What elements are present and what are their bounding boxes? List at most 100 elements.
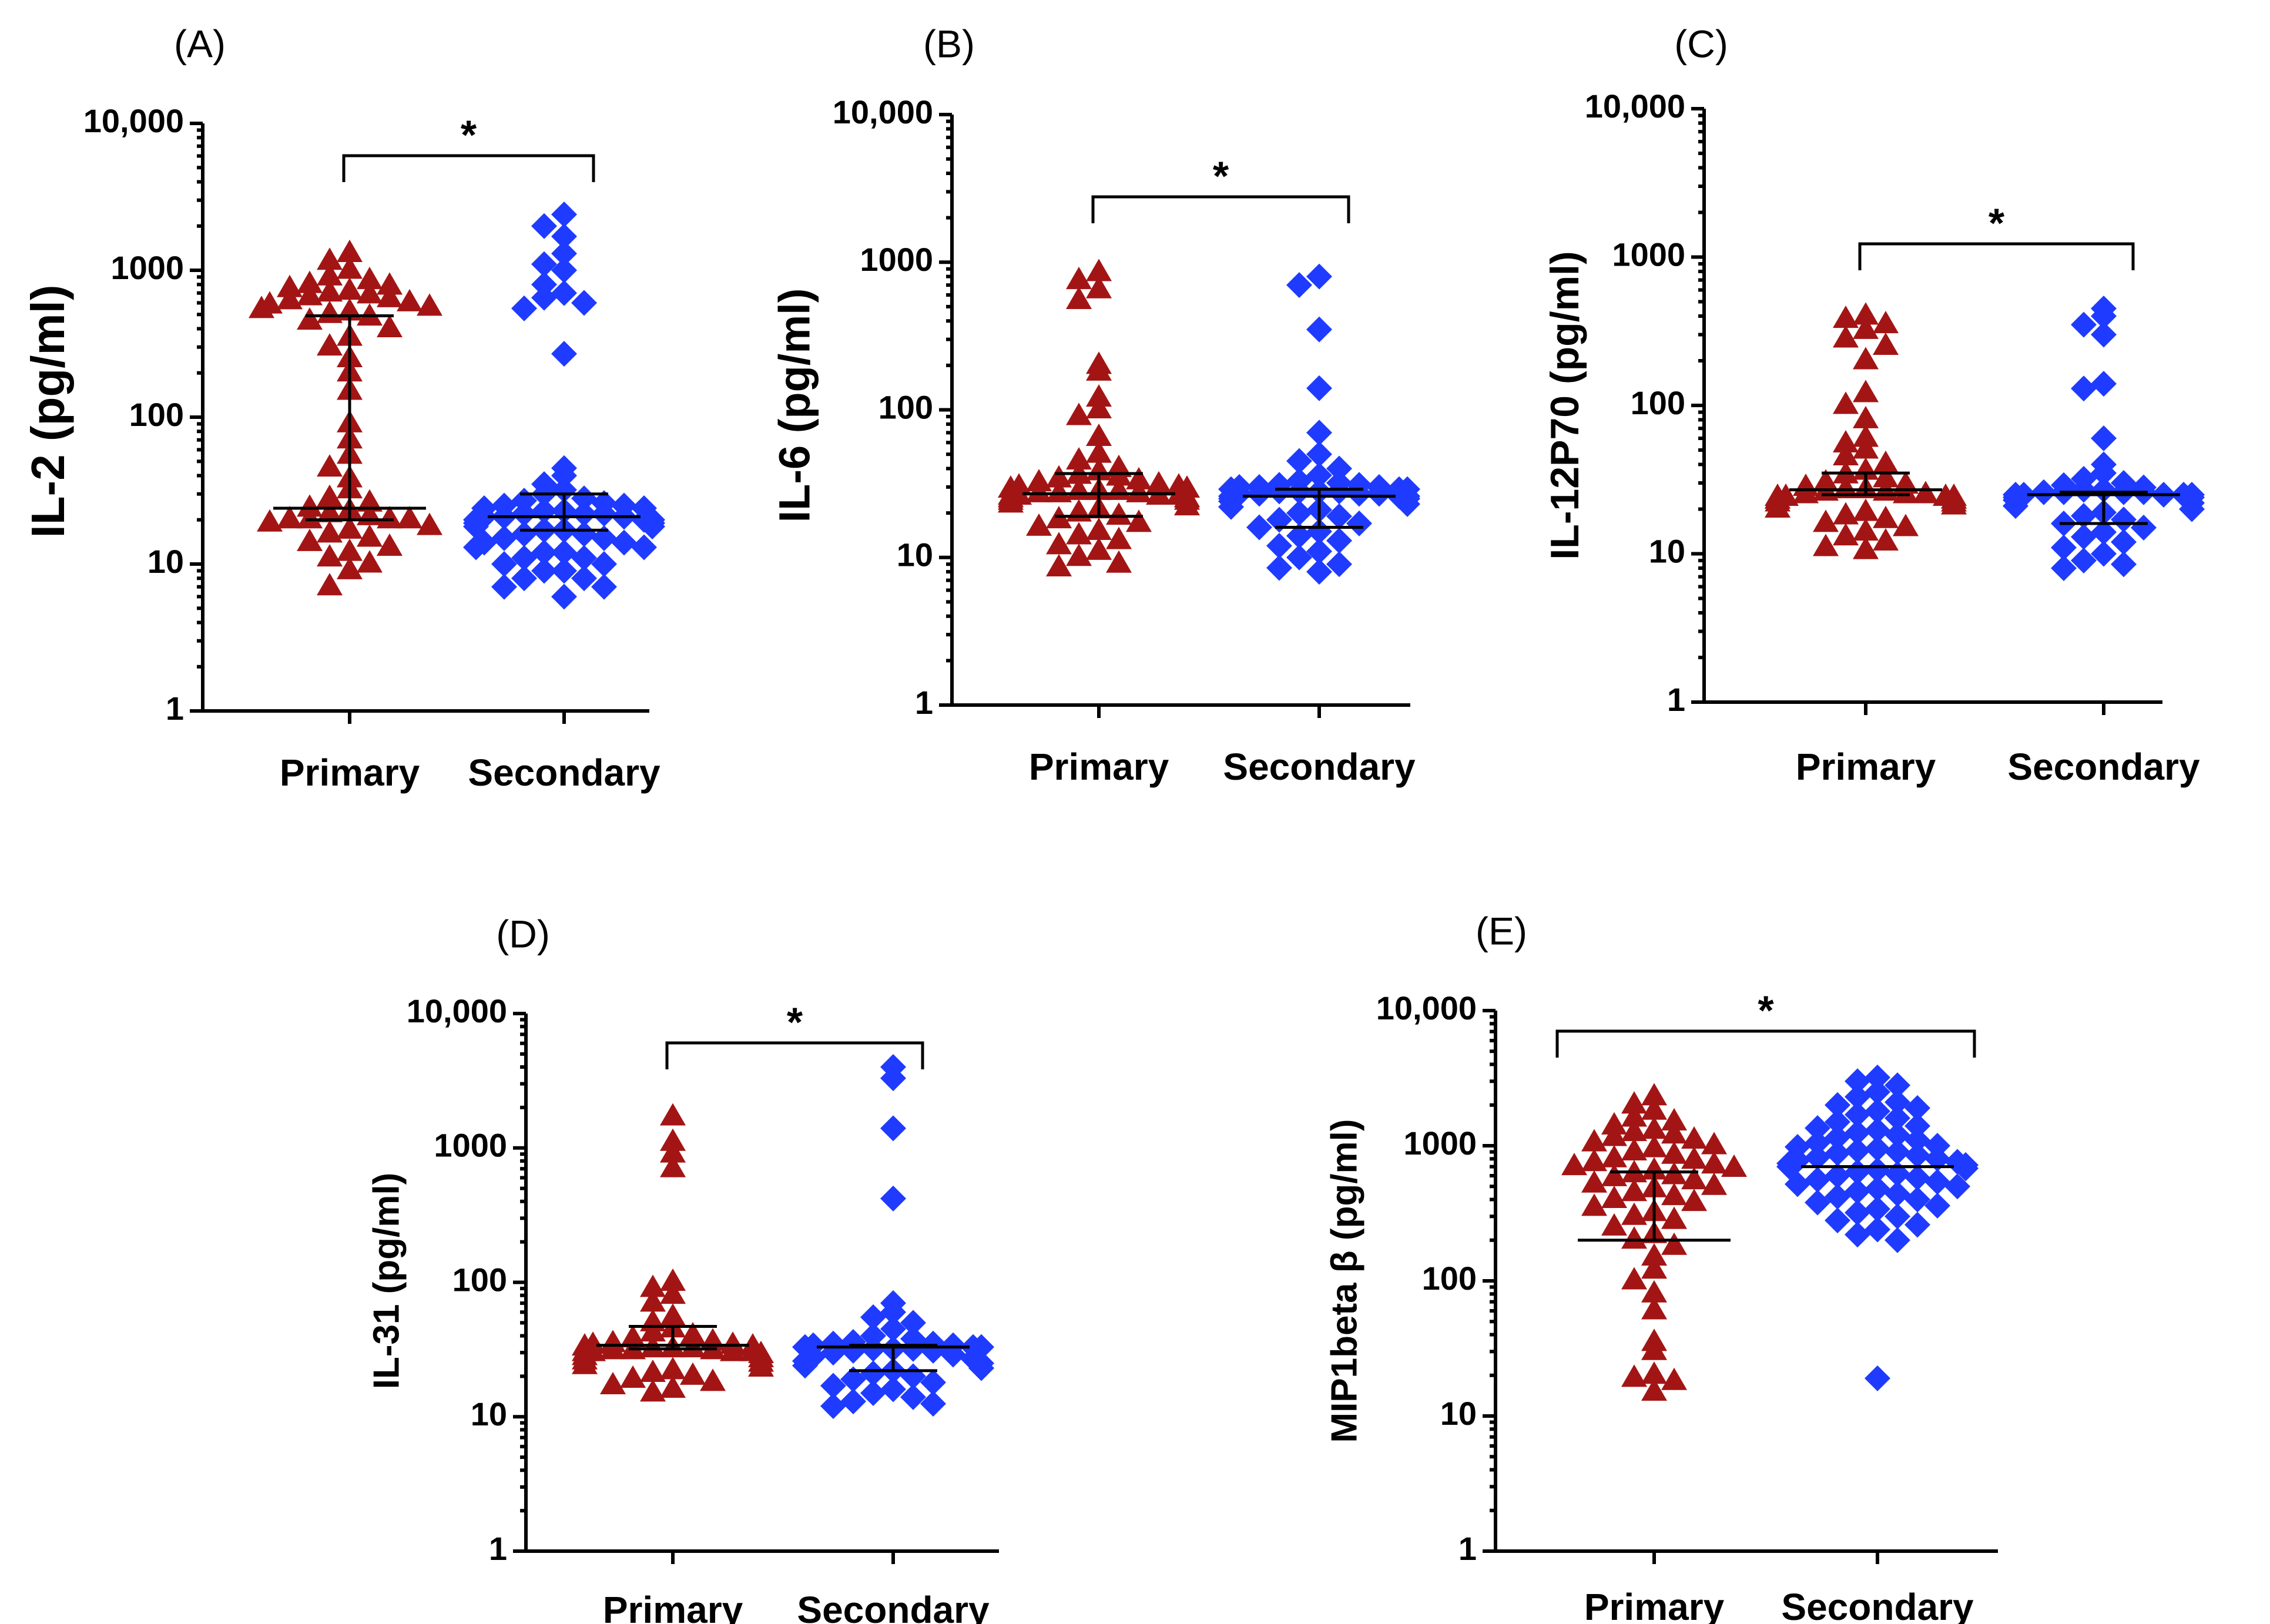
data-point-secondary [1865,1064,1890,1091]
data-point-secondary [1924,1193,1950,1219]
data-point-primary [1853,316,1879,339]
data-point-secondary [1785,1171,1810,1197]
data-point-primary [1581,1149,1607,1172]
x-tick-label: Secondary [797,1589,990,1624]
data-point-secondary [551,462,577,489]
data-point-secondary [1266,532,1292,559]
data-point-secondary [1885,1089,1910,1115]
data-point-primary [660,1268,686,1291]
data-point-primary [1913,481,1939,504]
data-point-primary [337,277,363,300]
y-tick-label: 100 [1631,384,1685,421]
data-point-secondary [511,295,537,321]
data-point-primary [1641,1378,1667,1401]
data-point-secondary [551,341,577,367]
data-point-secondary [511,501,537,527]
data-point-secondary [2003,493,2028,519]
data-point-primary [337,239,363,262]
data-point-primary [660,1281,686,1304]
data-point-secondary [571,485,597,512]
data-point-primary [1873,332,1899,355]
data-point-primary [1681,1146,1707,1169]
data-point-primary [640,1319,666,1342]
data-point-primary [660,1155,686,1177]
data-point-primary [1853,436,1879,459]
data-point-primary [1621,1104,1647,1127]
data-point-secondary [571,545,597,571]
data-point-primary [1701,1151,1727,1174]
data-point-secondary [1825,1183,1850,1210]
x-tick-label: Primary [603,1589,743,1624]
data-point-primary [1581,1129,1607,1152]
panel-d-il-31: (D) 1 10 100 1000 10,000 Primary Secondary IL-31… [366,912,999,1624]
y-tick-label: 10 [1440,1395,1477,1432]
data-point-primary [377,272,403,295]
x-tick-label: Primary [1584,1586,1725,1624]
data-point-secondary [1845,1119,1870,1146]
data-point-primary [640,1289,666,1312]
data-point-primary [1601,1185,1627,1208]
data-point-secondary [1885,1105,1910,1132]
data-point-secondary [531,284,557,311]
y-tick-label: 10,000 [83,102,184,139]
data-point-secondary [2111,506,2137,533]
data-point-primary [1026,513,1052,536]
panel-label: (B) [923,22,975,65]
data-point-primary [1681,1126,1707,1149]
data-point-primary [660,1357,686,1380]
data-point-primary [377,314,403,337]
data-point-secondary [1845,1068,1870,1095]
data-point-secondary [1825,1163,1850,1189]
data-point-secondary [920,1391,946,1417]
data-point-primary [1833,325,1859,348]
data-point-secondary [1865,1176,1890,1202]
data-point-primary [297,307,323,330]
panel-a-il-2: (A) 1 10 100 1000 10,000 Primary Secondary IL-2 … [22,22,665,794]
data-point-primary [600,1337,626,1360]
data-point-secondary [1885,1072,1910,1099]
data-point-secondary [1865,1196,1890,1222]
data-point-secondary [1924,1169,1950,1195]
data-point-secondary [880,1316,906,1342]
y-tick-label: 100 [129,396,184,433]
significance-bracket [342,154,595,182]
data-point-primary [680,1362,706,1385]
data-point-secondary [571,501,597,527]
data-point-primary [277,274,303,297]
data-point-primary [1813,509,1839,532]
data-point-primary [337,538,363,561]
data-point-primary [337,516,363,539]
data-point-secondary [1865,1216,1890,1243]
data-point-secondary [1326,455,1352,482]
data-point-secondary [1366,481,1392,507]
x-tick-label: Primary [1029,746,1169,788]
data-point-primary [1601,1163,1627,1186]
y-tick-label: 1000 [1403,1125,1477,1162]
data-point-secondary [1306,420,1332,446]
x-tick-label: Secondary [1781,1586,1974,1624]
data-point-secondary [571,565,597,592]
data-point-secondary [968,1355,994,1381]
data-point-secondary [2071,311,2097,338]
data-point-primary [1893,514,1919,536]
data-point-secondary [1885,1203,1910,1230]
data-point-primary [1701,1132,1727,1155]
data-point-primary [1146,471,1172,494]
y-tick-label: 1 [1667,681,1685,718]
data-point-secondary [860,1304,886,1330]
data-point-secondary [631,534,657,561]
y-axis-label: MIP1beta β (pg/ml) [1324,1119,1364,1442]
data-point-primary [1641,1243,1667,1266]
data-point-primary [1721,1154,1747,1177]
data-point-secondary [1865,1157,1890,1183]
data-point-secondary [900,1384,926,1410]
data-point-secondary [2091,460,2117,486]
data-point-primary [640,1274,666,1297]
data-point-primary [1661,1232,1687,1255]
data-point-secondary [1306,462,1332,488]
data-point-secondary [511,521,537,547]
y-tick-label: 10 [1649,532,1685,569]
data-point-secondary [1865,1136,1890,1162]
data-point-primary [417,512,442,535]
data-point-secondary [2051,535,2077,561]
